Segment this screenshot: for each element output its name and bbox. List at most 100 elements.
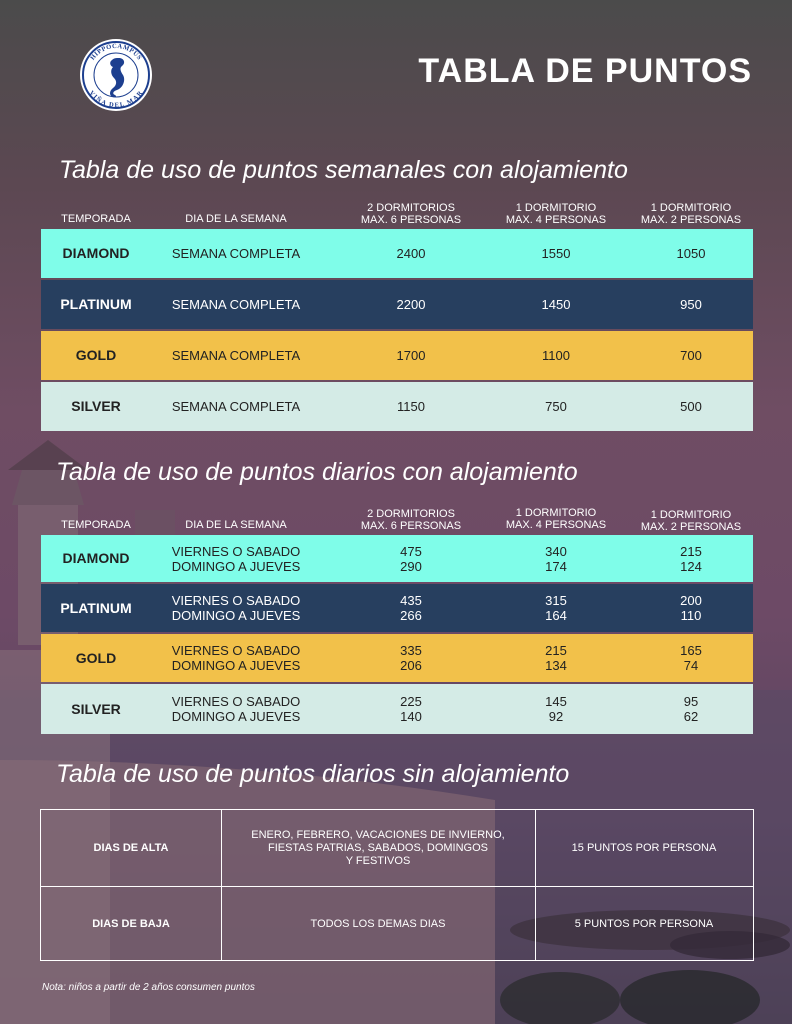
day-label: VIERNES O SABADO: [171, 643, 301, 658]
points-value: 145: [545, 694, 567, 709]
day-label: DOMINGO A JUEVES: [171, 558, 301, 574]
points-cell: 225 140: [341, 684, 481, 734]
no-lodging-table-title: Tabla de uso de puntos diarios sin aloja…: [56, 760, 570, 788]
daily-header-season: TEMPORADA: [61, 519, 131, 531]
points-value: 165: [680, 643, 702, 658]
table-row: GOLD SEMANA COMPLETA 1700 1100 700: [41, 331, 753, 380]
points-cell: 95 62: [621, 684, 761, 734]
seahorse-icon: [110, 58, 125, 98]
weekly-header-c2-line1: 1 DORMITORIO: [515, 202, 597, 214]
low-days-label: DIAS DE BAJA: [92, 917, 170, 930]
low-days-points: 5 PUNTOS POR PERSONA: [574, 917, 714, 930]
table-row: SILVER VIERNES O SABADO DOMINGO A JUEVES…: [41, 684, 753, 734]
day-label: VIERNES O SABADO: [171, 543, 301, 559]
points-value: 110: [680, 608, 702, 623]
weekly-header-c2-line2: MAX. 4 PERSONAS: [505, 214, 607, 226]
daily-header-c1: 2 DORMITORIOS MAX. 6 PERSONAS: [341, 508, 481, 532]
footnote: Nota: niños a partir de 2 años consumen …: [42, 982, 255, 993]
points-value: 140: [400, 709, 422, 724]
points-value: 62: [683, 709, 699, 724]
points-value: 225: [400, 694, 422, 709]
points-value: 315: [545, 593, 567, 608]
season-label: DIAMOND: [62, 550, 130, 566]
high-days-desc: ENERO, FEBRERO, VACACIONES DE INVIERNO, …: [221, 810, 535, 886]
day-label: SEMANA COMPLETA: [171, 348, 301, 363]
points-value: 750: [545, 399, 567, 414]
high-days-label: DIAS DE ALTA: [93, 841, 169, 854]
points-cell: 200 110: [621, 584, 761, 632]
points-value: 92: [548, 709, 564, 724]
low-days-desc: TODOS LOS DEMAS DIAS: [310, 917, 446, 930]
points-value: 134: [545, 658, 567, 673]
high-days-desc-line: ENERO, FEBRERO, VACACIONES DE INVIERNO,: [251, 828, 505, 841]
season-label: GOLD: [75, 347, 117, 363]
points-value: 335: [400, 643, 422, 658]
day-label: DOMINGO A JUEVES: [171, 709, 301, 724]
points-value: 1050: [676, 246, 706, 261]
weekly-header-c1: 2 DORMITORIOS MAX. 6 PERSONAS: [341, 202, 481, 226]
points-value: 340: [545, 543, 567, 559]
page-title: TABLA DE PUNTOS: [418, 52, 752, 90]
points-value: 95: [683, 694, 699, 709]
points-cell: 475 290: [341, 535, 481, 582]
day-label: SEMANA COMPLETA: [171, 246, 301, 261]
points-value: 215: [680, 543, 702, 559]
points-value: 1450: [541, 297, 571, 312]
points-value: 74: [683, 658, 699, 673]
points-cell: 165 74: [621, 634, 761, 682]
points-value: 200: [680, 593, 702, 608]
weekly-header-c2: 1 DORMITORIO MAX. 4 PERSONAS: [486, 202, 626, 226]
points-value: 475: [400, 543, 422, 559]
weekly-header-day: DIA DE LA SEMANA: [185, 213, 287, 225]
weekly-header-c1-line2: MAX. 6 PERSONAS: [360, 214, 462, 226]
points-value: 290: [400, 558, 422, 574]
points-value: 1100: [542, 348, 570, 363]
table-row: DIAMOND SEMANA COMPLETA 2400 1550 1050: [41, 229, 753, 278]
weekly-table-title: Tabla de uso de puntos semanales con alo…: [59, 156, 628, 184]
daily-header-c1-line1: 2 DORMITORIOS: [367, 508, 455, 520]
weekly-header-season: TEMPORADA: [61, 213, 131, 225]
season-label: SILVER: [71, 398, 121, 414]
daily-header-c1-line2: MAX. 6 PERSONAS: [360, 520, 462, 532]
season-label: PLATINUM: [60, 296, 132, 312]
points-value: 1150: [397, 399, 425, 414]
weekly-header-c3-line2: MAX. 2 PERSONAS: [640, 214, 742, 226]
points-cell: 145 92: [486, 684, 626, 734]
weekly-header-c3-line1: 1 DORMITORIO: [650, 202, 732, 214]
points-value: 1550: [541, 246, 571, 261]
points-cell: 335 206: [341, 634, 481, 682]
points-value: 1700: [396, 348, 426, 363]
points-value: 164: [545, 608, 567, 623]
table-row: PLATINUM VIERNES O SABADO DOMINGO A JUEV…: [41, 584, 753, 632]
points-value: 174: [545, 558, 567, 574]
weekly-header-c1-line1: 2 DORMITORIOS: [367, 202, 455, 214]
weekly-header-c3: 1 DORMITORIO MAX. 2 PERSONAS: [621, 202, 761, 226]
daily-header-c3: 1 DORMITORIO MAX. 2 PERSONAS: [621, 509, 761, 533]
daily-header-c3-line2: MAX. 2 PERSONAS: [640, 521, 742, 533]
daily-header-c3-line1: 1 DORMITORIO: [650, 509, 732, 521]
daily-header-day: DIA DE LA SEMANA: [185, 519, 287, 531]
weekly-table: DIAMOND SEMANA COMPLETA 2400 1550 1050 P…: [41, 229, 753, 431]
table-row: GOLD VIERNES O SABADO DOMINGO A JUEVES 3…: [41, 634, 753, 682]
points-value: 500: [680, 399, 702, 414]
hippocampus-logo: HIPPOCAMPUS VIÑA DEL MAR: [80, 39, 152, 111]
table-divider: [221, 810, 222, 960]
table-row: PLATINUM SEMANA COMPLETA 2200 1450 950: [41, 280, 753, 329]
points-value: 700: [680, 348, 702, 363]
season-label: DIAMOND: [62, 245, 130, 261]
points-value: 2200: [396, 297, 426, 312]
table-divider: [535, 810, 536, 960]
points-value: 2400: [396, 246, 426, 261]
points-cell: 215 124: [621, 535, 761, 582]
daily-header-c2: 1 DORMITORIO MAX. 4 PERSONAS: [486, 507, 626, 531]
points-value: 215: [545, 643, 567, 658]
table-divider: [41, 886, 753, 887]
day-cell: VIERNES O SABADO DOMINGO A JUEVES: [161, 535, 311, 582]
points-cell: 435 266: [341, 584, 481, 632]
season-label: SILVER: [71, 700, 121, 717]
no-lodging-table: DIAS DE ALTA ENERO, FEBRERO, VACACIONES …: [40, 809, 754, 961]
day-cell: VIERNES O SABADO DOMINGO A JUEVES: [161, 584, 311, 632]
daily-header-c2-line1: 1 DORMITORIO: [515, 507, 597, 519]
day-label: DOMINGO A JUEVES: [171, 608, 301, 623]
day-label: SEMANA COMPLETA: [171, 399, 301, 414]
